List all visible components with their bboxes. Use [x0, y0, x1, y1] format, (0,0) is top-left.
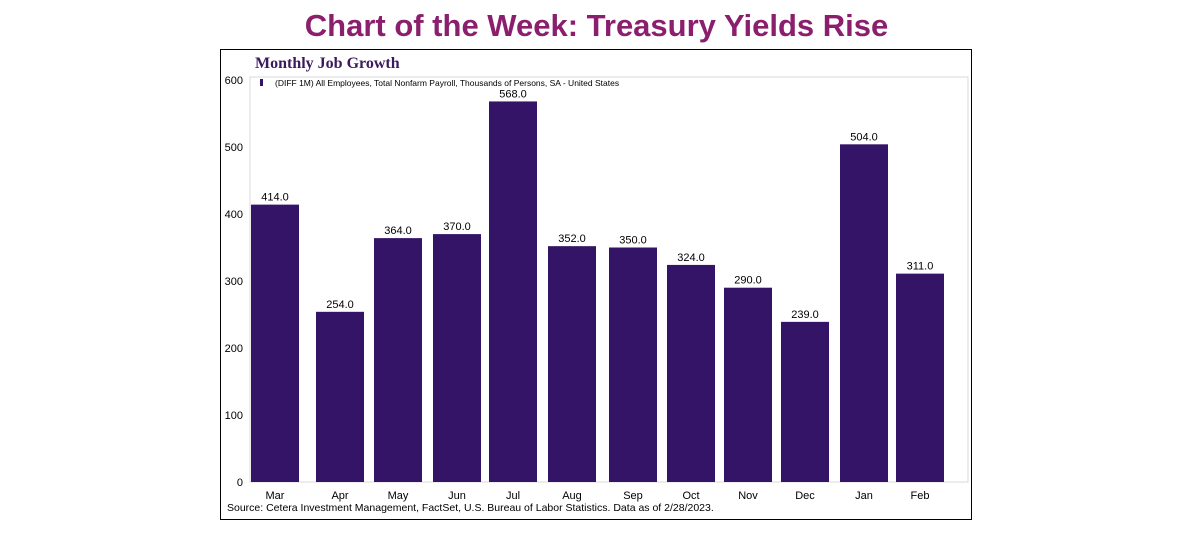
x-tick-label: Nov — [738, 490, 758, 502]
bar-sep — [609, 247, 657, 482]
bar-apr — [316, 311, 364, 482]
data-label: 364.0 — [384, 225, 412, 237]
bar-oct — [667, 264, 715, 482]
x-tick-label: Dec — [795, 490, 815, 502]
bar-may — [374, 238, 422, 482]
bar-mar — [251, 204, 299, 482]
x-tick-label: Oct — [682, 490, 699, 502]
y-tick-label: 500 — [225, 142, 243, 154]
y-tick-label: 600 — [225, 75, 243, 87]
data-label: 414.0 — [261, 192, 289, 204]
bar-chart: 0 100 200 300 400 500 600 (DIFF 1M) All Employe… — [225, 75, 969, 502]
data-label: 254.0 — [326, 299, 354, 311]
bar-nov — [724, 287, 772, 482]
x-tick-label: Aug — [562, 490, 582, 502]
bar-feb — [896, 273, 944, 482]
y-tick-label: 300 — [225, 276, 243, 288]
y-tick-label: 200 — [225, 343, 243, 355]
data-label: 290.0 — [734, 275, 762, 287]
bar-dec — [781, 321, 829, 482]
data-label: 504.0 — [850, 131, 878, 143]
legend-swatch — [260, 79, 263, 86]
data-label: 568.0 — [499, 88, 527, 100]
data-label: 370.0 — [443, 221, 471, 233]
legend-label: (DIFF 1M) All Employees, Total Nonfarm P… — [275, 78, 619, 88]
data-label: 239.0 — [791, 309, 819, 321]
x-tick-label: Apr — [331, 490, 348, 502]
bar-jan — [840, 144, 888, 482]
x-tick-label: Sep — [623, 490, 643, 502]
x-tick-label: May — [388, 490, 409, 502]
data-label: 350.0 — [619, 235, 647, 247]
source-note: Source: Cetera Investment Management, Fa… — [227, 502, 714, 514]
data-label: 352.0 — [558, 233, 586, 245]
x-tick-label: Jun — [448, 490, 466, 502]
x-tick-label: Mar — [266, 490, 285, 502]
page-title: Chart of the Week: Treasury Yields Rise — [304, 8, 889, 43]
data-label: 324.0 — [677, 252, 705, 264]
bar-aug — [548, 246, 596, 482]
bar-jul — [489, 101, 537, 482]
data-label: 311.0 — [907, 261, 934, 273]
chart-frame: Monthly Job Growth 0 100 200 300 400 500 600 (D… — [220, 49, 972, 520]
x-tick-label: Jul — [506, 490, 520, 502]
y-tick-label: 400 — [225, 209, 243, 221]
x-tick-label: Jan — [855, 490, 873, 502]
chart-title: Monthly Job Growth — [255, 55, 400, 72]
y-tick-label: 0 — [237, 477, 243, 489]
x-tick-label: Feb — [911, 490, 930, 502]
y-tick-label: 100 — [225, 410, 243, 422]
bar-jun — [433, 234, 481, 482]
